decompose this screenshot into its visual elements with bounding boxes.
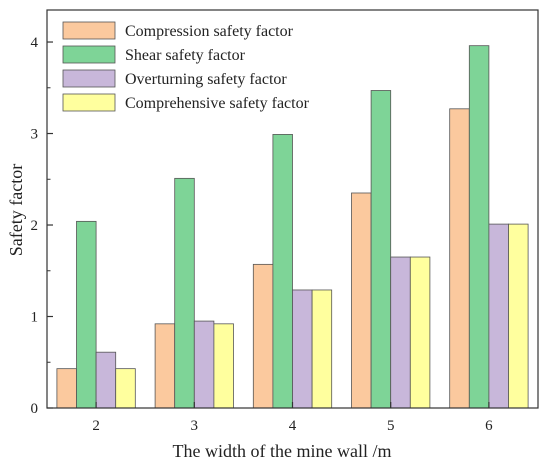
bar-3-2 — [95, 351, 117, 409]
legend-swatch — [62, 21, 116, 40]
axes-layer: 0 1 2 3 4 2 3 4 5 6 — [31, 9, 539, 434]
x-tick-label: 6 — [485, 418, 493, 434]
y-tick-label: 3 — [31, 127, 39, 143]
bar-4-2 — [115, 368, 136, 409]
legend-swatch — [62, 45, 116, 64]
legend-label: Compression safety factor — [125, 23, 294, 40]
bars-layer — [56, 45, 529, 409]
bar-3-3 — [193, 320, 215, 409]
y-tick-label: 4 — [31, 35, 39, 51]
y-tick-label: 0 — [31, 401, 39, 417]
bar-2-3 — [174, 177, 195, 409]
legend-swatch — [62, 69, 116, 88]
bar-1-3 — [154, 323, 176, 409]
x-tick-label: 4 — [289, 418, 297, 434]
x-tick-label: 3 — [191, 418, 199, 434]
x-axis-title: The width of the mine wall /m — [173, 441, 392, 461]
bar-4-5 — [409, 256, 431, 409]
bar-1-4 — [252, 263, 274, 409]
x-tick-label: 5 — [387, 418, 395, 434]
y-tick-label: 2 — [31, 218, 39, 234]
bar-1-2 — [56, 368, 77, 409]
bar-2-5 — [370, 90, 392, 409]
legend-label: Shear safety factor — [125, 47, 246, 64]
legend-swatch — [62, 93, 116, 112]
bar-2-4 — [272, 134, 293, 409]
legend-label: Overturning safety factor — [125, 71, 287, 88]
bar-1-6 — [449, 108, 470, 409]
bar-3-4 — [292, 289, 313, 409]
bar-2-6 — [468, 45, 490, 409]
bar-4-3 — [213, 323, 234, 409]
y-axis-title: Safety factor — [6, 164, 26, 256]
bar-4-6 — [508, 223, 529, 409]
x-tick-label: 2 — [92, 418, 100, 434]
bar-1-5 — [351, 192, 372, 409]
legend-label: Comprehensive safety factor — [125, 95, 310, 112]
bar-3-5 — [390, 256, 411, 409]
bar-4-4 — [311, 289, 333, 409]
bar-3-6 — [488, 223, 509, 409]
y-tick-label: 1 — [31, 310, 39, 326]
bar-2-2 — [76, 220, 97, 409]
legend: Compression safety factor Shear safety fa… — [62, 21, 310, 112]
